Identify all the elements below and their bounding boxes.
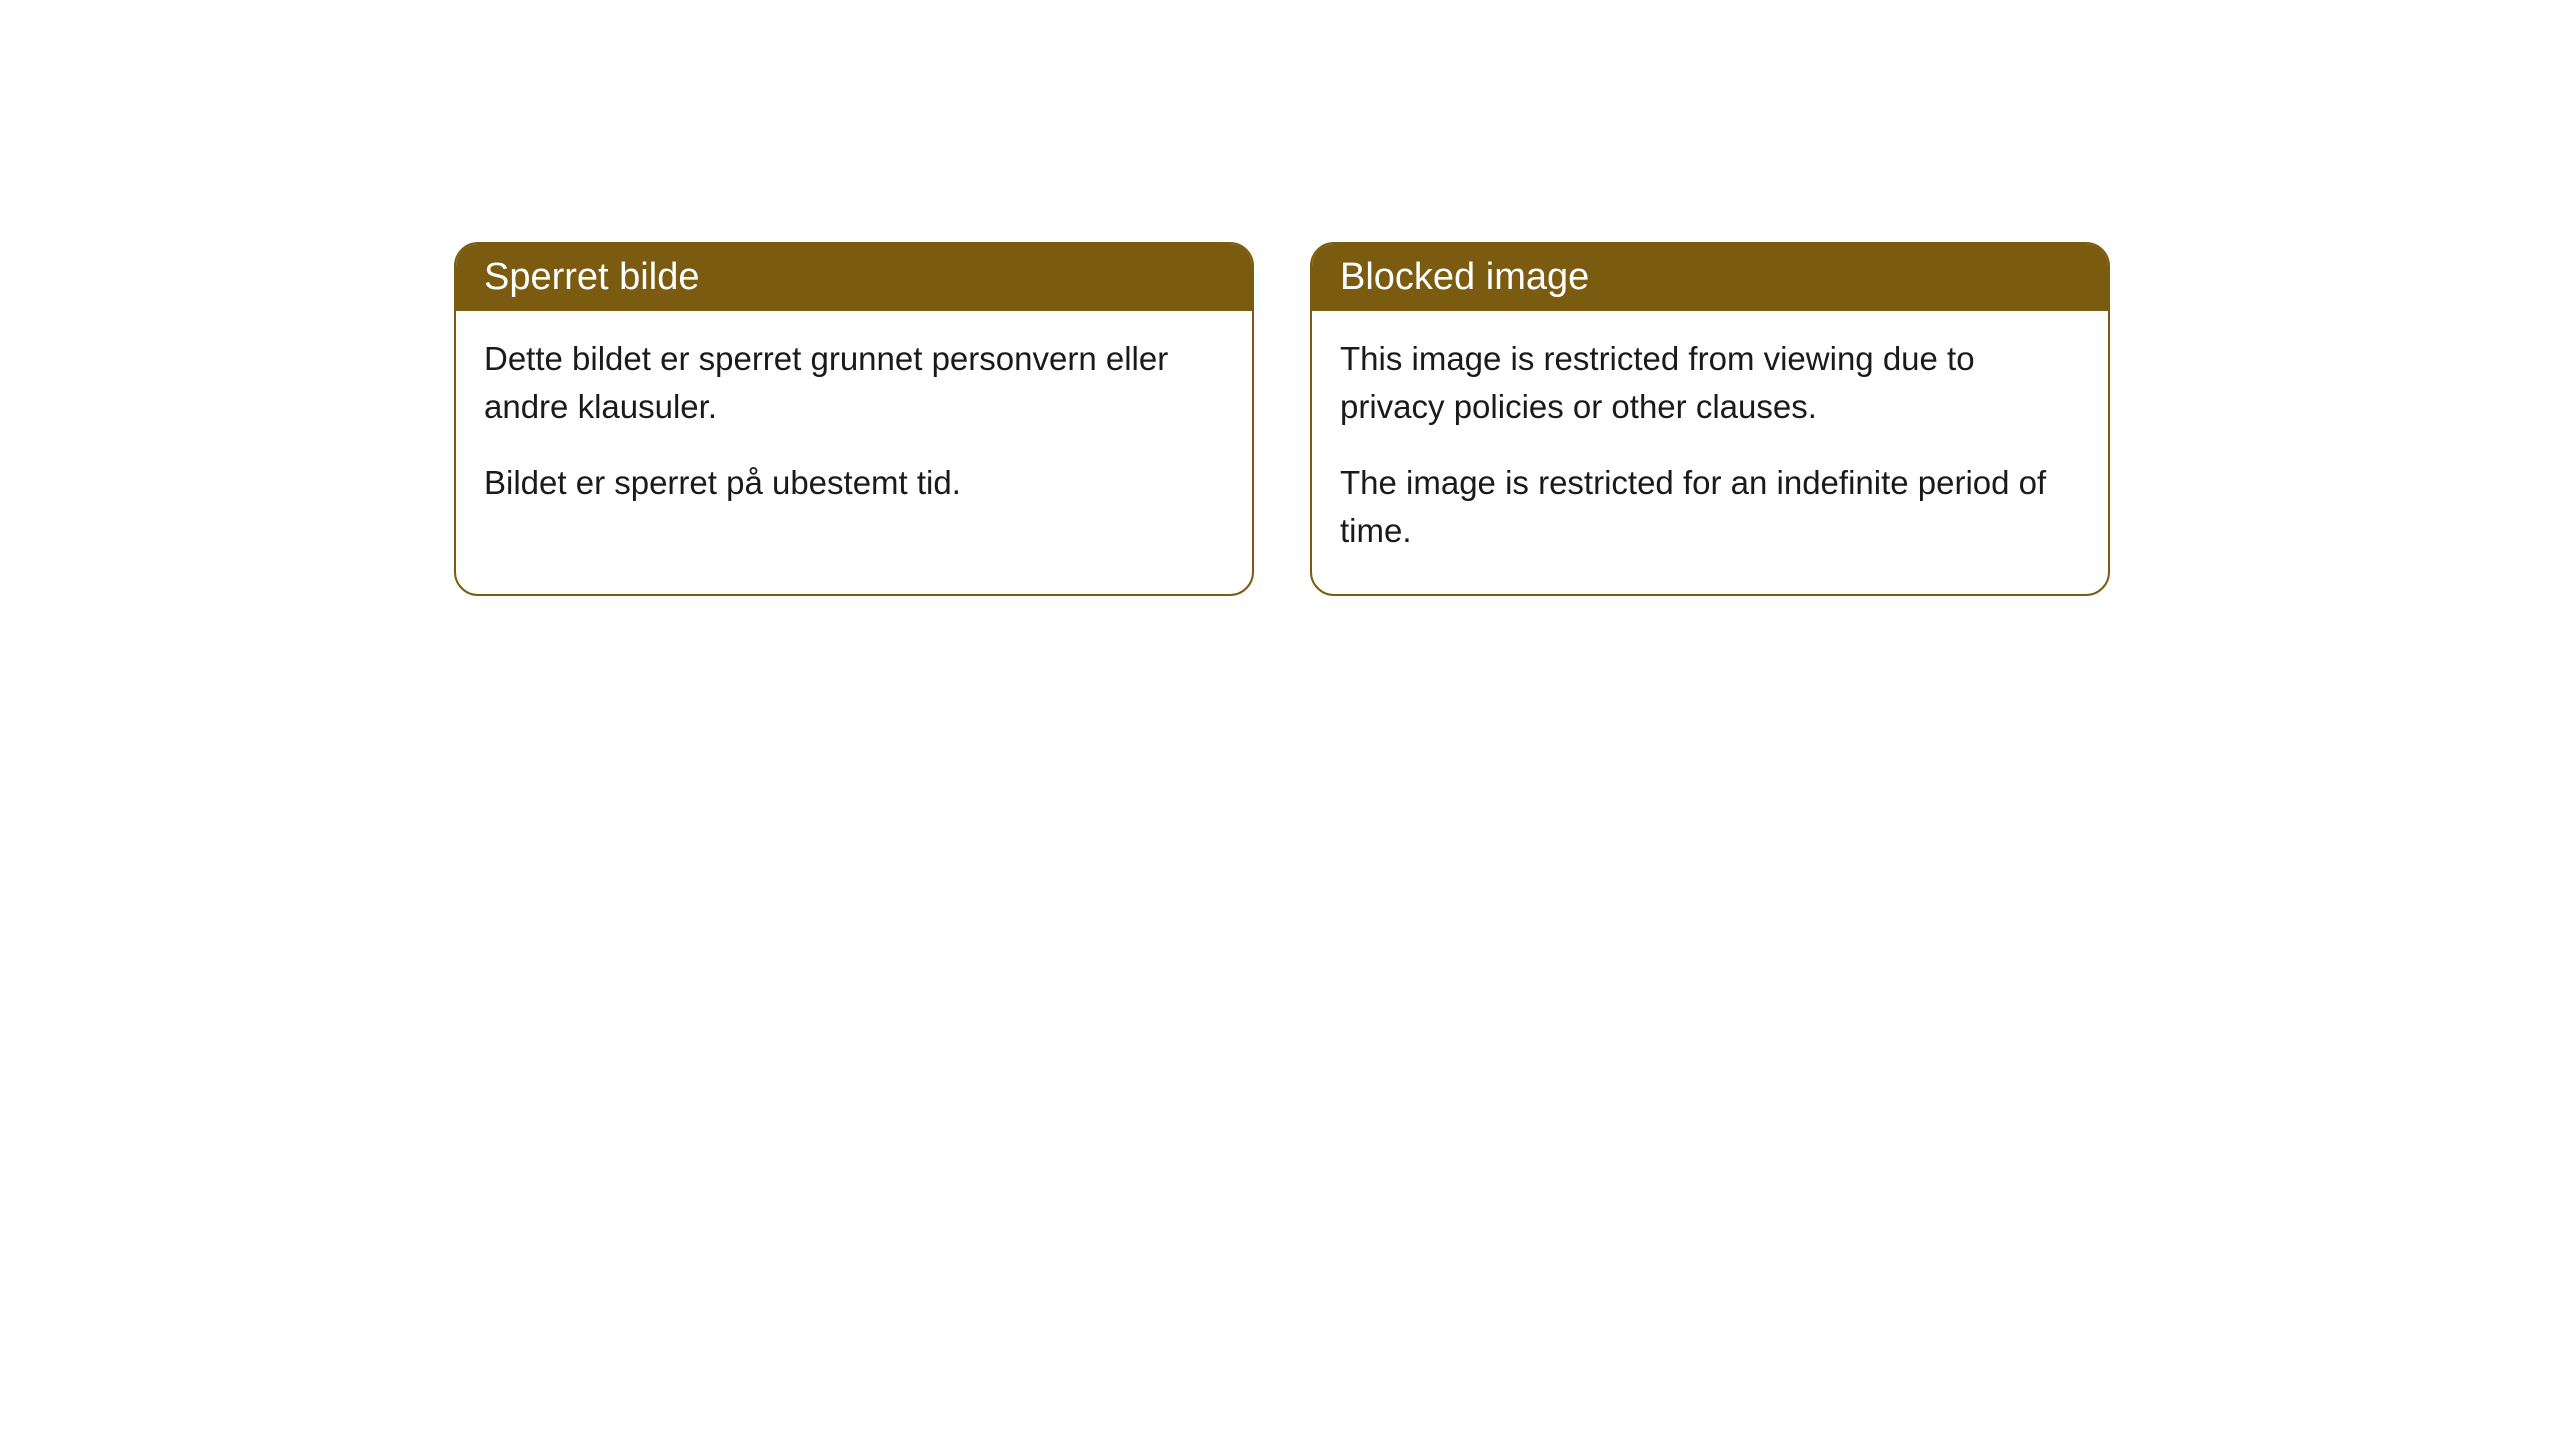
blocked-image-card-no: Sperret bilde Dette bildet er sperret gr… bbox=[454, 242, 1254, 596]
card-header: Sperret bilde bbox=[456, 244, 1252, 311]
card-paragraph: Dette bildet er sperret grunnet personve… bbox=[484, 335, 1224, 431]
card-paragraph: This image is restricted from viewing du… bbox=[1340, 335, 2080, 431]
blocked-image-card-en: Blocked image This image is restricted f… bbox=[1310, 242, 2110, 596]
card-header: Blocked image bbox=[1312, 244, 2108, 311]
card-paragraph: Bildet er sperret på ubestemt tid. bbox=[484, 459, 1224, 507]
card-body: This image is restricted from viewing du… bbox=[1312, 311, 2108, 594]
card-paragraph: The image is restricted for an indefinit… bbox=[1340, 459, 2080, 555]
notice-container: Sperret bilde Dette bildet er sperret gr… bbox=[0, 0, 2560, 596]
card-body: Dette bildet er sperret grunnet personve… bbox=[456, 311, 1252, 547]
card-title: Sperret bilde bbox=[484, 256, 699, 298]
card-title: Blocked image bbox=[1340, 256, 1589, 298]
